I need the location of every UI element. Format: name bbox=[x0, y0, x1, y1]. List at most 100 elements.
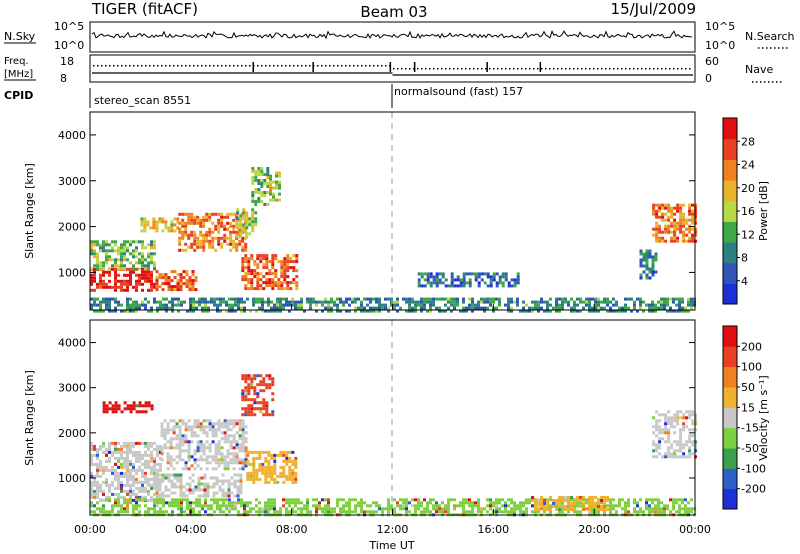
heatmap-cell bbox=[108, 270, 111, 274]
nave-dot bbox=[461, 68, 463, 70]
heatmap-cell bbox=[144, 270, 147, 274]
heatmap-cell bbox=[102, 246, 105, 250]
heatmap-cell bbox=[576, 309, 579, 313]
heatmap-cell bbox=[465, 510, 468, 514]
heatmap-cell bbox=[354, 507, 357, 511]
heatmap-cell bbox=[262, 389, 266, 393]
heatmap-cell bbox=[228, 306, 231, 310]
heatmap-cell bbox=[658, 431, 662, 435]
heatmap-cell bbox=[645, 273, 649, 277]
heatmap-cell bbox=[178, 242, 182, 246]
heatmap-cell bbox=[250, 398, 254, 402]
heatmap-cell bbox=[178, 434, 182, 438]
heatmap-cell bbox=[150, 246, 153, 250]
heatmap-cell bbox=[676, 413, 680, 417]
heatmap-cell bbox=[226, 425, 230, 429]
heatmap-cell bbox=[178, 419, 182, 423]
heatmap-cell bbox=[222, 498, 225, 502]
heatmap-cell bbox=[351, 297, 354, 301]
heatmap-cell bbox=[258, 468, 262, 472]
heatmap-cell bbox=[507, 498, 510, 502]
heatmap-cell bbox=[253, 263, 257, 267]
heatmap-cell bbox=[211, 242, 215, 246]
heatmap-cell bbox=[129, 477, 132, 481]
heatmap-cell bbox=[270, 309, 273, 313]
heatmap-cell bbox=[170, 220, 174, 224]
heatmap-cell bbox=[208, 239, 212, 243]
heatmap-cell bbox=[567, 502, 571, 505]
heatmap-cell bbox=[186, 498, 189, 502]
heatmap-cell bbox=[111, 504, 114, 508]
heatmap-cell bbox=[648, 504, 651, 508]
heatmap-cell bbox=[180, 501, 183, 505]
heatmap-cell bbox=[205, 425, 209, 429]
heatmap-cell bbox=[441, 501, 444, 505]
heatmap-cell bbox=[417, 498, 420, 502]
heatmap-cell bbox=[408, 510, 411, 514]
heatmap-cell bbox=[191, 488, 195, 492]
heatmap-cell bbox=[229, 236, 233, 240]
heatmap-cell bbox=[256, 374, 260, 378]
heatmap-cell bbox=[664, 422, 668, 426]
heatmap-cell bbox=[208, 425, 212, 429]
heatmap-cell bbox=[489, 300, 492, 304]
heatmap-cell bbox=[135, 282, 138, 286]
heatmap-cell bbox=[283, 260, 287, 264]
heatmap-cell bbox=[288, 498, 291, 502]
heatmap-cell bbox=[279, 303, 282, 307]
heatmap-cell bbox=[348, 297, 351, 301]
heatmap-cell bbox=[570, 505, 574, 508]
heatmap-cell bbox=[135, 267, 138, 271]
heatmap-cell bbox=[594, 303, 597, 307]
heatmap-cell bbox=[504, 501, 507, 505]
heatmap-cell bbox=[432, 498, 435, 502]
heatmap-cell bbox=[126, 510, 129, 514]
heatmap-cell bbox=[120, 489, 123, 493]
heatmap-cell bbox=[273, 462, 277, 466]
heatmap-cell bbox=[270, 501, 273, 505]
heatmap-cell bbox=[251, 194, 255, 197]
heatmap-cell bbox=[96, 465, 99, 469]
heatmap-cell bbox=[263, 203, 267, 206]
heatmap-cell bbox=[576, 510, 579, 514]
heatmap-cell bbox=[250, 380, 254, 384]
heatmap-cell bbox=[254, 223, 258, 227]
heatmap-cell bbox=[564, 300, 567, 304]
heatmap-cell bbox=[666, 300, 669, 304]
heatmap-cell bbox=[249, 510, 252, 514]
heatmap-cell bbox=[498, 281, 502, 285]
heatmap-cell bbox=[102, 297, 105, 301]
heatmap-cell bbox=[573, 499, 577, 502]
heatmap-cell bbox=[187, 425, 191, 429]
heatmap-cell bbox=[661, 437, 665, 441]
heatmap-cell bbox=[179, 288, 183, 292]
heatmap-cell bbox=[667, 452, 671, 456]
heatmap-cell bbox=[280, 260, 284, 264]
heatmap-cell bbox=[687, 300, 690, 304]
heatmap-cell bbox=[186, 504, 189, 508]
heatmap-cell bbox=[690, 303, 693, 307]
heatmap-cell bbox=[126, 459, 129, 463]
heatmap-cell bbox=[93, 495, 96, 499]
heatmap-cell bbox=[309, 297, 312, 301]
heatmap-cell bbox=[658, 236, 662, 240]
heatmap-cell bbox=[691, 422, 695, 426]
heatmap-cell bbox=[270, 465, 274, 469]
heatmap-cell bbox=[240, 309, 243, 313]
heatmap-cell bbox=[188, 485, 192, 489]
heatmap-cell bbox=[276, 303, 279, 307]
heatmap-cell bbox=[268, 374, 272, 378]
heatmap-cell bbox=[247, 269, 251, 273]
heatmap-cell bbox=[200, 482, 204, 486]
heatmap-cell bbox=[250, 404, 254, 408]
heatmap-cell bbox=[217, 419, 221, 423]
heatmap-cell bbox=[612, 297, 615, 301]
heatmap-cell bbox=[250, 377, 254, 381]
y-tick-label: 3000 bbox=[58, 175, 86, 188]
heatmap-cell bbox=[176, 288, 180, 292]
heatmap-cell bbox=[286, 269, 290, 273]
heatmap-cell bbox=[171, 303, 174, 307]
heatmap-cell bbox=[652, 416, 656, 420]
heatmap-cell bbox=[594, 300, 597, 304]
heatmap-cell bbox=[175, 446, 179, 450]
